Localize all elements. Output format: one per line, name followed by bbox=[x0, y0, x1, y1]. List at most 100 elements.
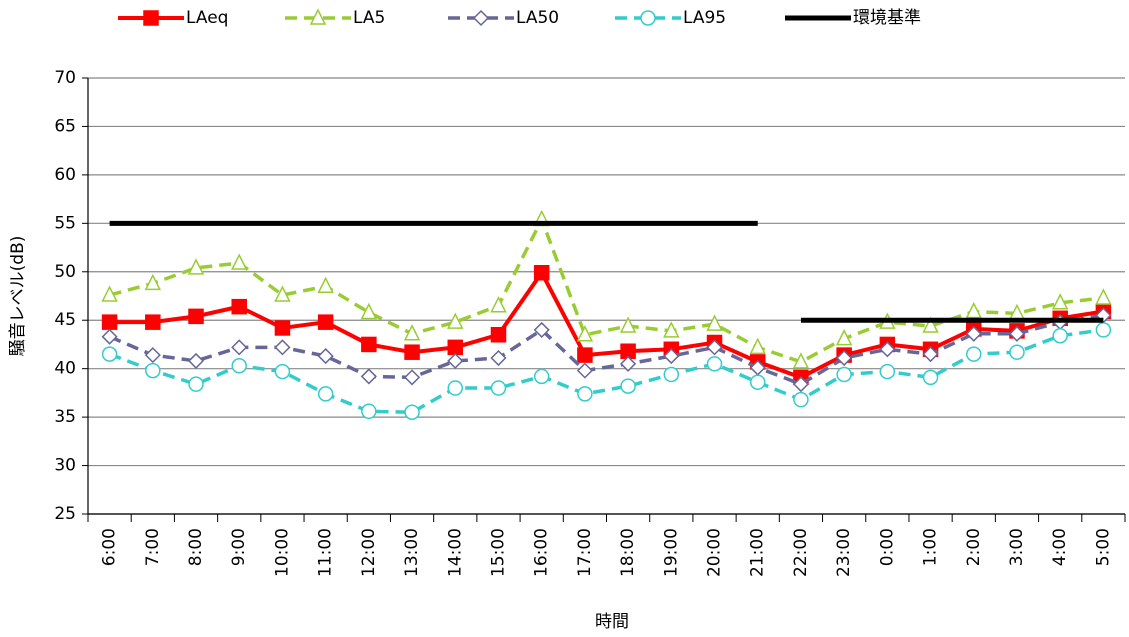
x-tick-label: 23:00 bbox=[834, 528, 854, 577]
y-tick-label: 60 bbox=[54, 165, 76, 185]
data-point bbox=[144, 347, 161, 364]
data-point bbox=[792, 376, 809, 393]
data-point bbox=[620, 378, 636, 394]
x-tick-label: 1:00 bbox=[921, 528, 941, 566]
x-tick-label: 8:00 bbox=[186, 528, 206, 566]
data-point bbox=[274, 363, 291, 380]
y-tick-label: 50 bbox=[54, 262, 76, 282]
legend-label: LA95 bbox=[683, 8, 726, 28]
data-point bbox=[490, 327, 507, 343]
x-tick-label: 7:00 bbox=[143, 528, 163, 566]
data-point bbox=[706, 314, 723, 331]
data-point bbox=[836, 366, 852, 383]
data-point bbox=[749, 337, 766, 355]
x-tick-label: 19:00 bbox=[661, 528, 681, 577]
data-point bbox=[533, 321, 550, 338]
x-tick-label: 3:00 bbox=[1007, 528, 1027, 566]
data-point bbox=[404, 369, 421, 386]
data-point bbox=[793, 391, 809, 408]
data-point bbox=[403, 324, 421, 341]
data-point bbox=[533, 368, 550, 385]
data-point bbox=[619, 316, 637, 333]
data-point bbox=[361, 403, 377, 420]
data-point bbox=[101, 285, 118, 302]
x-tick-label: 12:00 bbox=[359, 528, 379, 577]
data-point bbox=[447, 339, 464, 356]
legend-label: LAeq bbox=[186, 8, 228, 28]
legend-marker bbox=[309, 8, 327, 25]
data-point bbox=[317, 276, 334, 294]
y-tick-label: 35 bbox=[54, 407, 76, 427]
data-point bbox=[404, 404, 420, 421]
data-point bbox=[404, 344, 420, 360]
x-tick-label: 10:00 bbox=[272, 528, 292, 577]
data-point bbox=[577, 347, 593, 363]
data-point bbox=[879, 363, 896, 380]
data-point bbox=[101, 346, 118, 362]
data-point bbox=[101, 314, 118, 330]
series-line bbox=[109, 215, 1104, 364]
legend-label: 環境基準 bbox=[853, 8, 921, 28]
y-tick-label: 45 bbox=[54, 310, 76, 330]
x-tick-label: 20:00 bbox=[705, 528, 725, 577]
data-point bbox=[663, 348, 680, 365]
x-tick-label: 22:00 bbox=[791, 528, 811, 577]
x-tick-label: 21:00 bbox=[748, 528, 768, 577]
y-tick-label: 65 bbox=[54, 116, 76, 136]
x-tick-label: 2:00 bbox=[964, 528, 984, 566]
data-point bbox=[1052, 327, 1068, 344]
data-point bbox=[188, 376, 204, 392]
x-tick-label: 14:00 bbox=[445, 528, 465, 577]
data-point bbox=[577, 386, 593, 402]
legend-label: LA50 bbox=[516, 8, 559, 28]
data-point bbox=[965, 325, 982, 342]
x-tick-label: 11:00 bbox=[316, 528, 336, 577]
x-tick-label: 15:00 bbox=[488, 528, 508, 577]
data-point bbox=[360, 368, 377, 385]
y-axis-title: 騒音レベル(dB) bbox=[8, 236, 28, 357]
data-point bbox=[231, 298, 247, 315]
data-point bbox=[447, 312, 464, 329]
data-point bbox=[922, 369, 939, 386]
data-point bbox=[187, 258, 205, 275]
x-axis-title: 時間 bbox=[595, 612, 629, 632]
x-tick-label: 17:00 bbox=[575, 528, 595, 577]
data-point bbox=[317, 386, 334, 402]
y-tick-label: 55 bbox=[54, 213, 76, 233]
data-point bbox=[145, 314, 161, 330]
data-point bbox=[231, 253, 248, 270]
x-tick-label: 4:00 bbox=[1050, 528, 1070, 566]
data-point bbox=[490, 349, 507, 367]
x-tick-label: 9:00 bbox=[229, 528, 249, 566]
data-point bbox=[447, 380, 464, 396]
data-point bbox=[447, 352, 464, 369]
data-point bbox=[361, 336, 377, 353]
data-point bbox=[490, 296, 507, 313]
data-point bbox=[620, 355, 637, 372]
data-point bbox=[317, 348, 334, 365]
legend-marker bbox=[143, 10, 159, 26]
data-point bbox=[749, 374, 766, 390]
data-point bbox=[966, 346, 982, 362]
data-point bbox=[1095, 322, 1112, 338]
data-point bbox=[144, 273, 162, 291]
data-point bbox=[360, 302, 378, 320]
data-point bbox=[836, 349, 853, 367]
data-point bbox=[1051, 293, 1069, 310]
data-point bbox=[576, 325, 594, 342]
data-point bbox=[317, 314, 334, 330]
data-point bbox=[835, 328, 853, 346]
data-point bbox=[231, 358, 247, 374]
y-tick-label: 25 bbox=[54, 504, 76, 524]
data-point bbox=[274, 285, 291, 302]
data-point bbox=[792, 352, 810, 369]
x-tick-label: 5:00 bbox=[1093, 528, 1113, 566]
y-tick-label: 30 bbox=[54, 456, 76, 476]
data-point bbox=[188, 308, 204, 325]
data-point bbox=[533, 264, 550, 281]
data-point bbox=[663, 366, 680, 383]
y-tick-label: 40 bbox=[54, 359, 76, 379]
x-tick-label: 18:00 bbox=[618, 528, 638, 577]
x-tick-label: 13:00 bbox=[402, 528, 422, 577]
data-point bbox=[576, 362, 593, 379]
